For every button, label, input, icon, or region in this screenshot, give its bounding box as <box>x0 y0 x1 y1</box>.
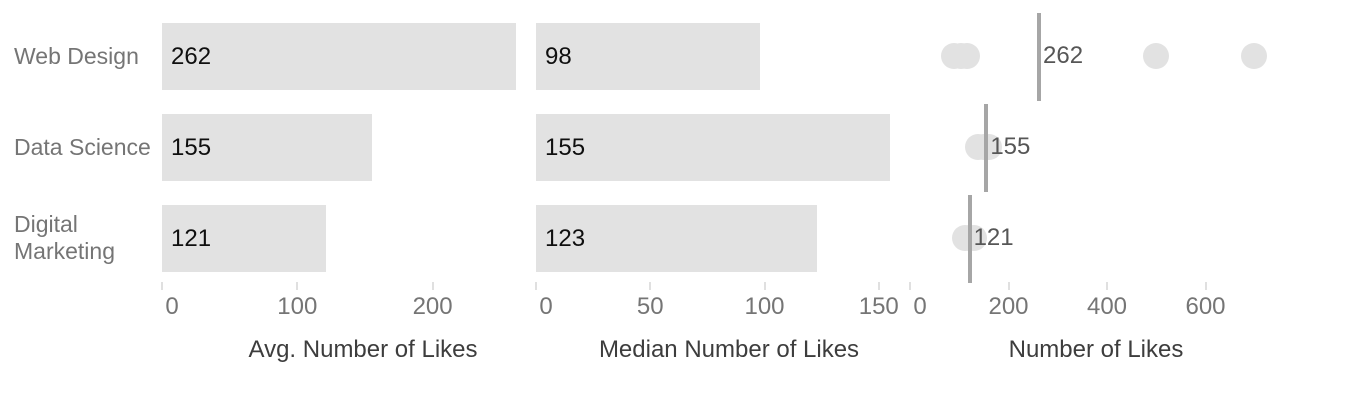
x-axis-tick <box>161 282 163 290</box>
x-axis-tick <box>909 282 911 290</box>
bar-value-label: 123 <box>545 224 586 252</box>
bar-avg <box>162 205 326 272</box>
data-point-dot <box>954 43 981 69</box>
x-axis-tick-label: 150 <box>858 293 899 320</box>
x-axis-tick-label: 200 <box>412 293 453 320</box>
x-axis-tick <box>1007 282 1010 290</box>
category-label: Web Design <box>14 42 139 69</box>
x-axis-tick-label: 200 <box>988 293 1029 320</box>
data-point-dot <box>1143 43 1170 69</box>
category-label: Digital Marketing <box>14 211 115 264</box>
bar-value-label: 98 <box>545 42 572 70</box>
mean-reference-line <box>1037 13 1042 101</box>
mean-reference-line <box>984 104 989 192</box>
axis-title-avg-likes: Avg. Number of Likes <box>248 336 478 363</box>
category-label: Data Science <box>14 133 151 160</box>
x-axis-tick-label: 100 <box>277 293 318 320</box>
x-axis-tick <box>763 282 766 290</box>
bar-value-label: 155 <box>171 133 212 161</box>
x-axis-tick <box>431 282 434 290</box>
mean-value-label: 262 <box>1043 42 1084 69</box>
bar-value-label: 262 <box>171 42 212 70</box>
mean-value-label: 155 <box>990 133 1031 160</box>
bar-median <box>536 205 818 272</box>
bar-value-label: 155 <box>545 133 586 161</box>
bar-median <box>536 114 891 181</box>
bar-median <box>536 23 760 90</box>
x-axis-tick-label: 400 <box>1086 293 1128 320</box>
mean-value-label: 121 <box>973 224 1014 251</box>
mean-reference-line <box>967 195 972 283</box>
axis-title-median-likes: Median Number of Likes <box>598 336 860 363</box>
x-axis-tick <box>1106 282 1108 290</box>
bar-avg <box>162 23 517 90</box>
x-axis-tick <box>1204 282 1207 290</box>
bar-avg <box>162 114 372 181</box>
x-axis-tick <box>877 282 880 290</box>
x-axis-tick-label: 0 <box>165 293 179 320</box>
x-axis-tick-label: 600 <box>1185 293 1226 320</box>
x-axis-tick-label: 50 <box>636 293 664 320</box>
x-axis-tick-label: 0 <box>539 293 553 320</box>
data-point-dot <box>1240 43 1267 69</box>
x-axis-tick <box>296 282 299 290</box>
x-axis-tick-label: 100 <box>744 293 785 320</box>
x-axis-tick <box>535 282 537 290</box>
bar-value-label: 121 <box>171 224 212 252</box>
data-point-dot <box>961 225 988 251</box>
data-point-dot <box>976 134 1003 160</box>
x-axis-tick <box>649 282 652 290</box>
x-axis-tick-label: 0 <box>913 293 927 320</box>
axis-title-number-of-likes: Number of Likes <box>1008 336 1184 363</box>
